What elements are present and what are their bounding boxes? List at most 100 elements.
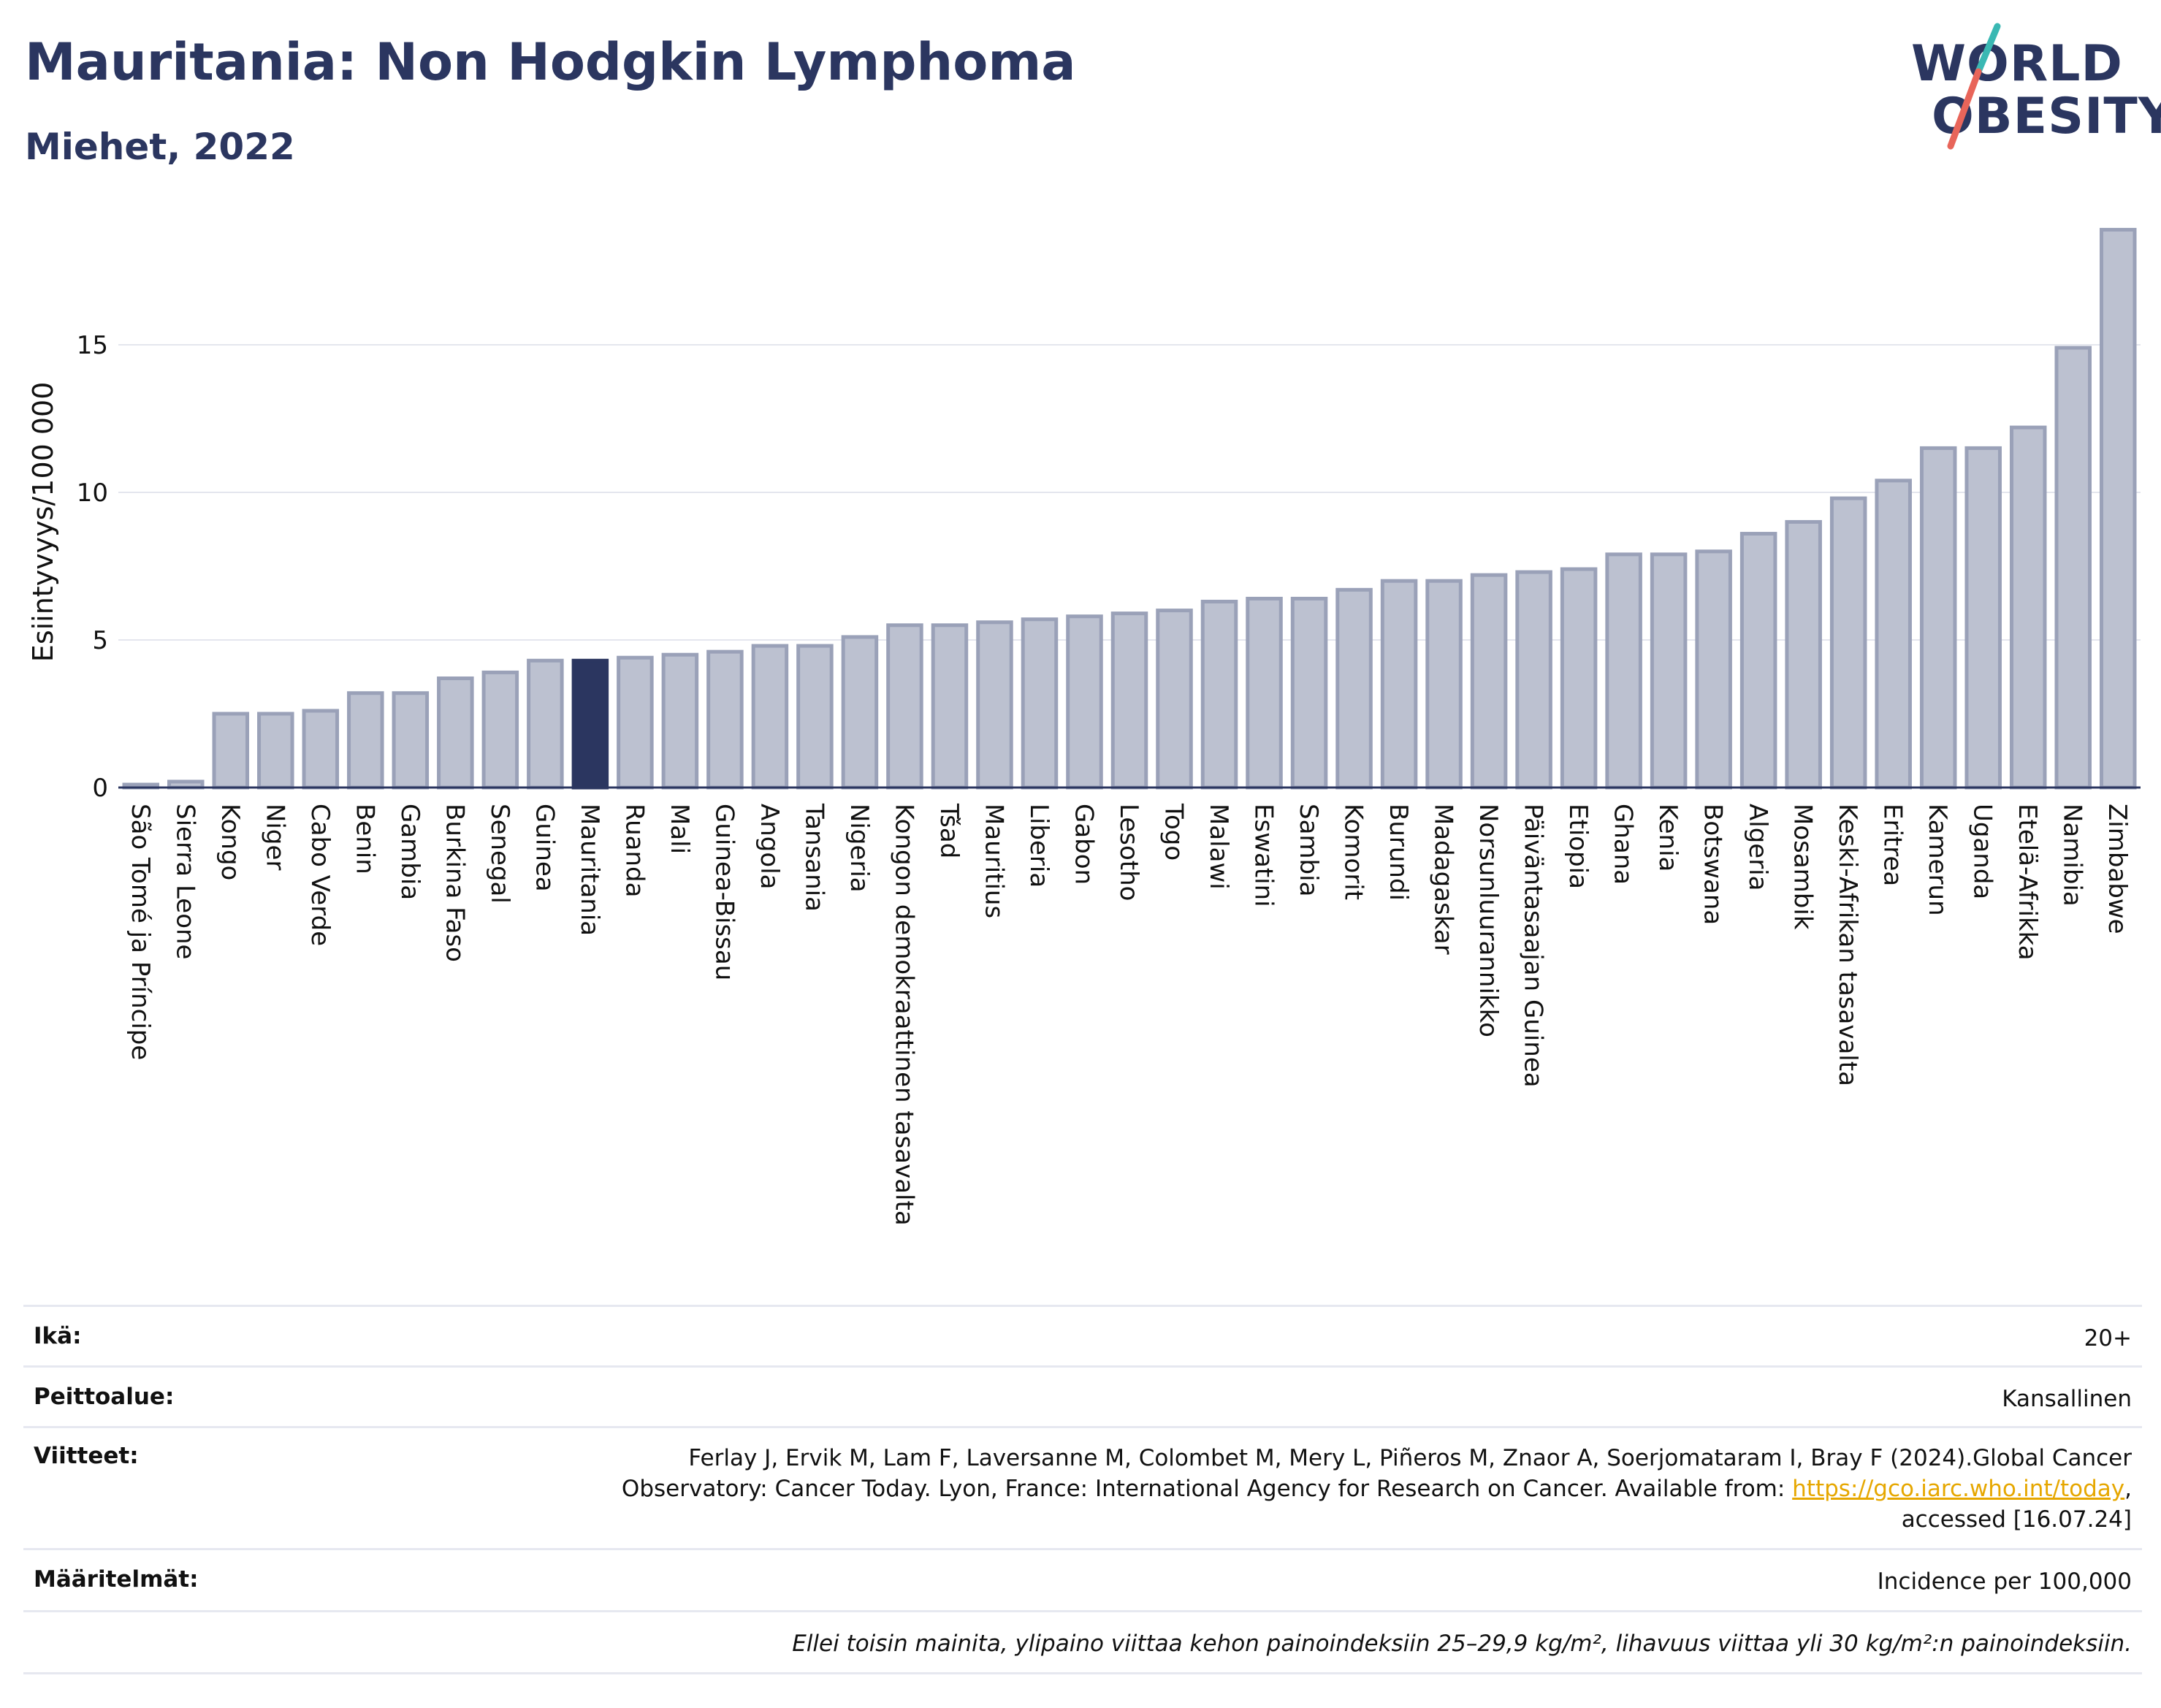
x-tick-label: Etelä-Afrikka (2013, 804, 2042, 961)
bar (1380, 579, 1418, 790)
x-tick-label: Päiväntasaajan Guinea (1519, 804, 1548, 1088)
chart-title: Mauritania: Non Hodgkin Lymphoma (25, 32, 1076, 92)
bar (1021, 617, 1059, 790)
x-tick-label: Madagaskar (1429, 804, 1458, 955)
x-tick-label: Burkina Faso (440, 804, 469, 962)
bar (2054, 346, 2092, 790)
x-tick-label: Ghana (1609, 804, 1638, 885)
logo-slash-icon (1947, 23, 2001, 150)
bar (661, 652, 699, 790)
x-tick-label: Eswatini (1249, 804, 1278, 907)
x-tick-label: Togo (1159, 803, 1189, 861)
x-tick-label: São Tomé ja Príncipe (126, 804, 155, 1060)
footnote: Ellei toisin mainita, ylipaino viittaa k… (792, 1631, 2132, 1657)
x-tick-label: Liberia (1024, 804, 1053, 888)
x-tick-label: Kongon demokraattinen tasavalta (889, 804, 918, 1226)
x-tick-label: Norsunluurannikko (1474, 804, 1503, 1037)
bar (886, 623, 923, 790)
x-tick-label: Kamerun (1923, 804, 1952, 916)
x-tick-label: Tansania (799, 803, 828, 912)
x-tick-label: Benin (350, 804, 379, 874)
references-link[interactable]: https://gco.iarc.who.int/today (1792, 1476, 2125, 1502)
bar (1470, 573, 1508, 790)
x-tick-label: Senegal (485, 804, 514, 904)
info-row-age: Ikä: 20+ (23, 1305, 2142, 1365)
age-label: Ikä: (34, 1323, 82, 1349)
references-value: Ferlay J, Ervik M, Lam F, Laversanne M, … (622, 1443, 2132, 1535)
info-table: Ikä: 20+ Peittoalue: Kansallinen Viittee… (23, 1305, 2142, 1674)
coverage-value: Kansallinen (2002, 1386, 2132, 1412)
x-tick-label: Mauritius (979, 804, 1008, 918)
x-tick-label: Nigeria (845, 804, 874, 893)
bar (1919, 446, 1957, 790)
info-row-footnote: Ellei toisin mainita, ylipaino viittaa k… (23, 1610, 2142, 1674)
bar (437, 676, 474, 790)
bar (1515, 570, 1552, 790)
x-tick-label: Kenia (1653, 804, 1682, 872)
bar (976, 620, 1013, 790)
bar (1110, 611, 1148, 790)
references-label: Viitteet: (34, 1443, 139, 1469)
x-tick-label: Komorit (1339, 804, 1368, 900)
info-row-coverage: Peittoalue: Kansallinen (23, 1365, 2142, 1426)
bar (706, 649, 744, 790)
bar (1066, 614, 1103, 790)
bar (617, 655, 654, 790)
bar (347, 691, 384, 790)
x-tick-label: Namibia (2058, 804, 2087, 907)
bar (1335, 587, 1373, 790)
y-tick-label: 5 (92, 626, 108, 655)
x-tick-label: Gambia (395, 804, 424, 900)
references-line-1: Ferlay J, Ervik M, Lam F, Laversanne M, … (688, 1445, 2132, 1471)
x-tick-label: Malawi (1204, 804, 1233, 890)
references-line-3: accessed [16.07.24] (1901, 1506, 2132, 1533)
coverage-label: Peittoalue: (34, 1384, 175, 1410)
bar (527, 658, 564, 790)
bar (1246, 596, 1283, 790)
bar (1605, 552, 1642, 790)
bar (1425, 579, 1463, 790)
bar (2099, 227, 2137, 790)
bar (796, 644, 834, 790)
y-tick-label: 10 (77, 479, 108, 508)
x-tick-label: Tšad (934, 803, 964, 858)
x-tick-label: Mosambik (1788, 804, 1818, 930)
x-tick-label: Etiopia (1563, 804, 1593, 889)
x-tick-label: Mali (665, 804, 694, 854)
definitions-label: Määritelmät: (34, 1566, 199, 1593)
x-tick-label: Mauritania (575, 804, 604, 936)
x-tick-label: Eritrea (1878, 804, 1907, 886)
references-text: Observatory: Cancer Today. Lyon, France:… (621, 1476, 1793, 1502)
x-tick-label: Zimbabwe (2103, 804, 2132, 934)
y-tick-label: 15 (77, 331, 108, 360)
bar (1875, 479, 1912, 790)
x-tick-label: Niger (260, 804, 289, 870)
bar (481, 670, 519, 790)
x-tick-label: Uganda (1968, 804, 1997, 899)
x-tick-label: Lesotho (1114, 804, 1143, 901)
bar (751, 644, 789, 790)
bar (392, 691, 430, 790)
chart-subtitle: Miehet, 2022 (25, 126, 295, 168)
bar-chart: 0 5 10 15 Esiintyvyys/100 000 São Tomé ja Prí… (27, 227, 2141, 1226)
bar (257, 712, 294, 790)
x-tick-label: Sierra Leone (170, 804, 199, 959)
bar (841, 635, 879, 790)
x-tick-label: Keski-Afrikan tasavalta (1833, 804, 1862, 1086)
references-line-2: Observatory: Cancer Today. Lyon, France:… (622, 1473, 2132, 1504)
bar (1964, 446, 2002, 790)
bar (1785, 519, 1822, 790)
bar-highlighted (571, 658, 609, 790)
bar (1560, 567, 1598, 790)
x-tick-label: Burundi (1384, 804, 1413, 901)
x-tick-label: Kongo (216, 804, 245, 880)
bar (212, 712, 250, 790)
bar (1650, 552, 1688, 790)
bar (2009, 425, 2047, 790)
world-obesity-logo: WORLD OBESITY (1905, 20, 2161, 159)
logo-word-world: WORLD (1911, 35, 2123, 93)
x-tick-label: Guinea (530, 804, 559, 892)
bar (1156, 609, 1193, 790)
bar (1695, 549, 1732, 790)
bar (1200, 599, 1238, 790)
